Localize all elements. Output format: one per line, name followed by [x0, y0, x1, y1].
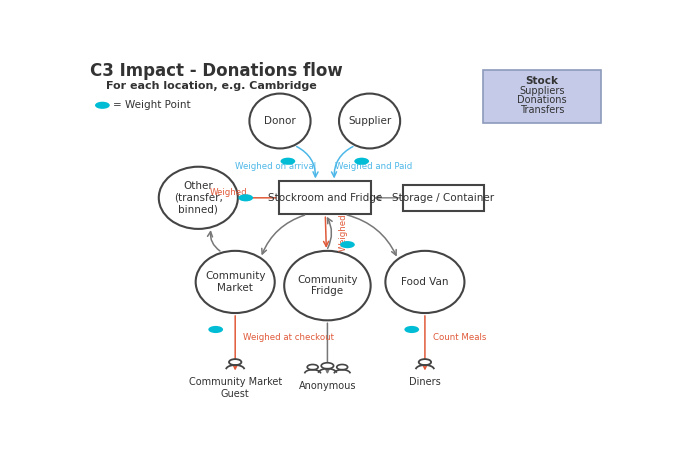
Text: Supplier: Supplier	[348, 116, 391, 126]
Ellipse shape	[196, 251, 275, 313]
Text: Weighed: Weighed	[339, 214, 348, 251]
Ellipse shape	[340, 241, 355, 248]
Ellipse shape	[284, 251, 371, 320]
Text: = Weight Point: = Weight Point	[113, 100, 190, 110]
Ellipse shape	[250, 94, 311, 148]
Text: Other
(transfer,
binned): Other (transfer, binned)	[174, 181, 223, 214]
Ellipse shape	[239, 194, 253, 201]
Text: Stockroom and Fridge: Stockroom and Fridge	[268, 193, 382, 203]
Text: For each location, e.g. Cambridge: For each location, e.g. Cambridge	[106, 81, 317, 91]
Text: Community Market
Guest: Community Market Guest	[188, 377, 282, 399]
Text: Community
Market: Community Market	[205, 271, 265, 293]
Text: Donor: Donor	[264, 116, 296, 126]
Ellipse shape	[419, 359, 431, 365]
Ellipse shape	[405, 326, 419, 333]
FancyBboxPatch shape	[279, 181, 371, 214]
Ellipse shape	[354, 158, 369, 165]
Ellipse shape	[208, 326, 223, 333]
Ellipse shape	[321, 363, 334, 369]
Ellipse shape	[339, 94, 400, 148]
Ellipse shape	[386, 251, 464, 313]
Ellipse shape	[337, 364, 347, 370]
Text: Weighed: Weighed	[210, 188, 248, 197]
Text: Food Van: Food Van	[401, 277, 449, 287]
Text: Diners: Diners	[409, 377, 441, 387]
Text: Weighed on arrival: Weighed on arrival	[235, 162, 316, 171]
FancyBboxPatch shape	[403, 185, 484, 210]
Text: Weighed and Paid: Weighed and Paid	[335, 162, 413, 171]
Ellipse shape	[158, 167, 238, 229]
Text: C3 Impact - Donations flow: C3 Impact - Donations flow	[90, 63, 343, 80]
Text: Transfers: Transfers	[520, 105, 564, 115]
Ellipse shape	[307, 364, 318, 370]
Ellipse shape	[229, 359, 241, 365]
FancyBboxPatch shape	[483, 70, 602, 123]
Text: Storage / Container: Storage / Container	[392, 193, 494, 203]
Ellipse shape	[281, 158, 295, 165]
Text: Count Meals: Count Meals	[432, 333, 486, 342]
Text: Suppliers: Suppliers	[520, 86, 565, 95]
Text: Donations: Donations	[517, 95, 567, 105]
Text: Stock: Stock	[526, 76, 559, 86]
Ellipse shape	[95, 102, 109, 109]
Text: Anonymous: Anonymous	[299, 380, 356, 391]
Text: Weighed at checkout: Weighed at checkout	[243, 333, 334, 342]
Text: Community
Fridge: Community Fridge	[297, 275, 358, 296]
